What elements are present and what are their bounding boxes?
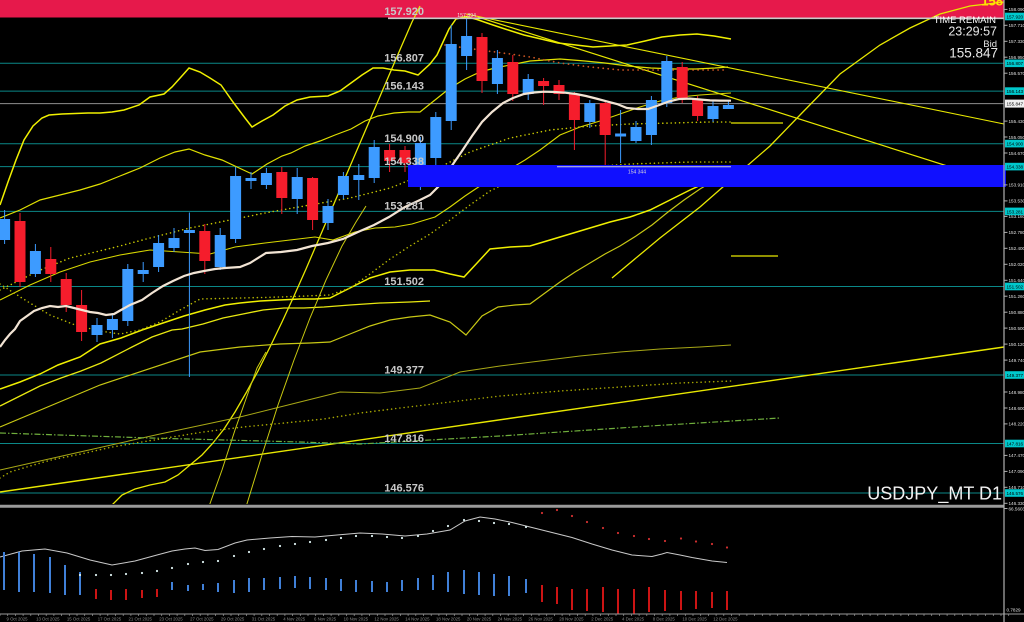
svg-text:146.576: 146.576 — [1007, 491, 1024, 496]
svg-text:156.570: 156.570 — [1009, 71, 1024, 76]
svg-text:148.600: 148.600 — [1009, 406, 1024, 411]
svg-text:158.090: 158.090 — [1009, 7, 1024, 12]
svg-text:17 Oct 2025: 17 Oct 2025 — [98, 616, 122, 621]
svg-text:151.502: 151.502 — [384, 276, 424, 288]
svg-text:12 Dec 2025: 12 Dec 2025 — [713, 616, 738, 621]
svg-text:USDJPY_MT D1: USDJPY_MT D1 — [867, 484, 1002, 505]
svg-text:0.7829: 0.7829 — [1007, 608, 1021, 613]
svg-text:158: 158 — [981, 0, 1003, 9]
svg-text:150.500: 150.500 — [1009, 326, 1024, 331]
svg-text:149.377: 149.377 — [384, 365, 424, 377]
svg-text:149.740: 149.740 — [1009, 358, 1024, 363]
svg-text:150.880: 150.880 — [1009, 310, 1024, 315]
svg-text:151.260: 151.260 — [1009, 294, 1024, 299]
svg-text:154.338: 154.338 — [384, 156, 424, 168]
svg-text:152.780: 152.780 — [1009, 230, 1024, 235]
svg-text:150.120: 150.120 — [1009, 342, 1024, 347]
svg-text:153.281: 153.281 — [384, 201, 424, 213]
svg-text:156.950: 156.950 — [1009, 55, 1024, 60]
svg-text:154.900: 154.900 — [1007, 142, 1024, 147]
svg-text:146.710: 146.710 — [1009, 485, 1024, 490]
svg-text:TIME REMAIN: TIME REMAIN — [934, 15, 996, 26]
svg-text:157.920: 157.920 — [1007, 14, 1024, 19]
svg-text:147.470: 147.470 — [1009, 453, 1024, 458]
svg-text:27 Oct 2025: 27 Oct 2025 — [190, 616, 214, 621]
svg-text:29 Oct 2025: 29 Oct 2025 — [221, 616, 245, 621]
svg-text:21 Oct 2025: 21 Oct 2025 — [128, 616, 152, 621]
svg-text:18 Nov 2025: 18 Nov 2025 — [436, 616, 461, 621]
svg-text:147.816: 147.816 — [1007, 441, 1024, 446]
svg-text:155.847: 155.847 — [1007, 102, 1024, 107]
svg-text:154.670: 154.670 — [1009, 151, 1024, 156]
svg-text:154.338: 154.338 — [1007, 165, 1024, 170]
svg-text:10 Nov 2025: 10 Nov 2025 — [344, 616, 369, 621]
svg-text:152.400: 152.400 — [1009, 246, 1024, 251]
svg-text:155.050: 155.050 — [1009, 135, 1024, 140]
svg-text:152.020: 152.020 — [1009, 262, 1024, 267]
svg-text:153.160: 153.160 — [1009, 214, 1024, 219]
svg-text:147.090: 147.090 — [1009, 469, 1024, 474]
svg-text:155.430: 155.430 — [1009, 119, 1024, 124]
svg-text:155.847: 155.847 — [949, 46, 998, 61]
svg-text:6 Nov 2025: 6 Nov 2025 — [314, 616, 337, 621]
svg-text:154 344: 154 344 — [628, 170, 646, 176]
svg-text:13 Oct 2025: 13 Oct 2025 — [36, 616, 60, 621]
svg-text:4 Nov 2025: 4 Nov 2025 — [283, 616, 306, 621]
svg-text:28 Nov 2025: 28 Nov 2025 — [559, 616, 584, 621]
svg-text:14 Nov 2025: 14 Nov 2025 — [405, 616, 430, 621]
svg-text:66.5603: 66.5603 — [1009, 506, 1024, 511]
svg-text:9 Oct 2025: 9 Oct 2025 — [6, 616, 28, 621]
svg-text:157.920: 157.920 — [384, 6, 424, 18]
svg-text:Bid: Bid — [983, 39, 997, 50]
svg-text:10 Dec 2025: 10 Dec 2025 — [682, 616, 707, 621]
svg-text:4 Dec 2025: 4 Dec 2025 — [622, 616, 645, 621]
svg-text:157.894: 157.894 — [457, 13, 476, 19]
svg-text:2 Dec 2025: 2 Dec 2025 — [591, 616, 614, 621]
svg-text:156.143: 156.143 — [384, 81, 424, 93]
svg-text:154.900: 154.900 — [384, 133, 424, 145]
svg-text:23:29:57: 23:29:57 — [948, 25, 997, 39]
svg-text:156.807: 156.807 — [1007, 61, 1024, 66]
svg-text:20 Nov 2025: 20 Nov 2025 — [467, 616, 492, 621]
svg-text:8 Dec 2025: 8 Dec 2025 — [653, 616, 676, 621]
svg-text:156.143: 156.143 — [1007, 89, 1024, 94]
svg-text:26 Nov 2025: 26 Nov 2025 — [528, 616, 553, 621]
svg-text:151.502: 151.502 — [1007, 284, 1024, 289]
svg-text:153.281: 153.281 — [1007, 209, 1024, 214]
svg-text:31 Oct 2025: 31 Oct 2025 — [252, 616, 276, 621]
svg-text:157.330: 157.330 — [1009, 39, 1024, 44]
svg-text:148.980: 148.980 — [1009, 390, 1024, 395]
svg-text:153.530: 153.530 — [1009, 199, 1024, 204]
svg-text:148.220: 148.220 — [1009, 422, 1024, 427]
svg-text:12 Nov 2025: 12 Nov 2025 — [374, 616, 399, 621]
svg-text:156.807: 156.807 — [384, 53, 424, 65]
svg-text:147.816: 147.816 — [384, 433, 424, 445]
svg-text:24 Nov 2025: 24 Nov 2025 — [498, 616, 523, 621]
svg-text:146.576: 146.576 — [384, 483, 424, 495]
svg-text:149.377: 149.377 — [1007, 373, 1024, 378]
svg-text:146.330: 146.330 — [1009, 501, 1024, 506]
svg-text:157.710: 157.710 — [1009, 23, 1024, 28]
svg-text:15 Oct 2025: 15 Oct 2025 — [67, 616, 91, 621]
svg-text:23 Oct 2025: 23 Oct 2025 — [159, 616, 183, 621]
svg-text:151.640: 151.640 — [1009, 278, 1024, 283]
svg-text:153.910: 153.910 — [1009, 183, 1024, 188]
